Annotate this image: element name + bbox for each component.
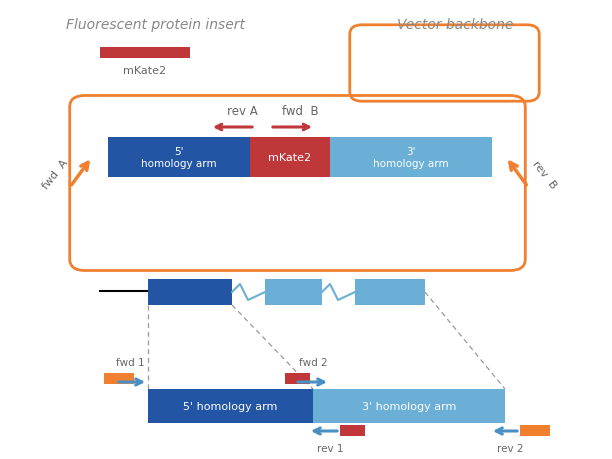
- FancyBboxPatch shape: [520, 425, 550, 436]
- Text: fwd 1: fwd 1: [116, 357, 144, 367]
- Text: rev 1: rev 1: [317, 443, 343, 453]
- FancyBboxPatch shape: [104, 373, 134, 384]
- Text: Vector backbone: Vector backbone: [397, 18, 513, 32]
- FancyBboxPatch shape: [250, 138, 330, 178]
- Text: rev  B: rev B: [530, 159, 558, 190]
- FancyBboxPatch shape: [148, 280, 232, 305]
- FancyBboxPatch shape: [313, 389, 505, 423]
- FancyBboxPatch shape: [100, 48, 190, 59]
- Text: fwd  A: fwd A: [40, 158, 70, 191]
- Text: mKate2: mKate2: [269, 153, 312, 162]
- Text: Fluorescent protein insert: Fluorescent protein insert: [65, 18, 245, 32]
- Text: rev 2: rev 2: [497, 443, 523, 453]
- Text: 3' homology arm: 3' homology arm: [362, 401, 456, 411]
- Text: 5'
homology arm: 5' homology arm: [141, 147, 217, 168]
- Text: mKate2: mKate2: [124, 66, 166, 76]
- FancyBboxPatch shape: [148, 389, 313, 423]
- FancyBboxPatch shape: [330, 138, 492, 178]
- FancyBboxPatch shape: [355, 280, 425, 305]
- Text: 5' homology arm: 5' homology arm: [183, 401, 277, 411]
- Text: 3'
homology arm: 3' homology arm: [373, 147, 449, 168]
- Text: fwd 2: fwd 2: [299, 357, 327, 367]
- FancyBboxPatch shape: [340, 425, 365, 436]
- FancyBboxPatch shape: [265, 280, 322, 305]
- Text: fwd  B: fwd B: [282, 105, 318, 118]
- FancyBboxPatch shape: [285, 373, 310, 384]
- Text: rev A: rev A: [226, 105, 258, 118]
- FancyBboxPatch shape: [108, 138, 250, 178]
